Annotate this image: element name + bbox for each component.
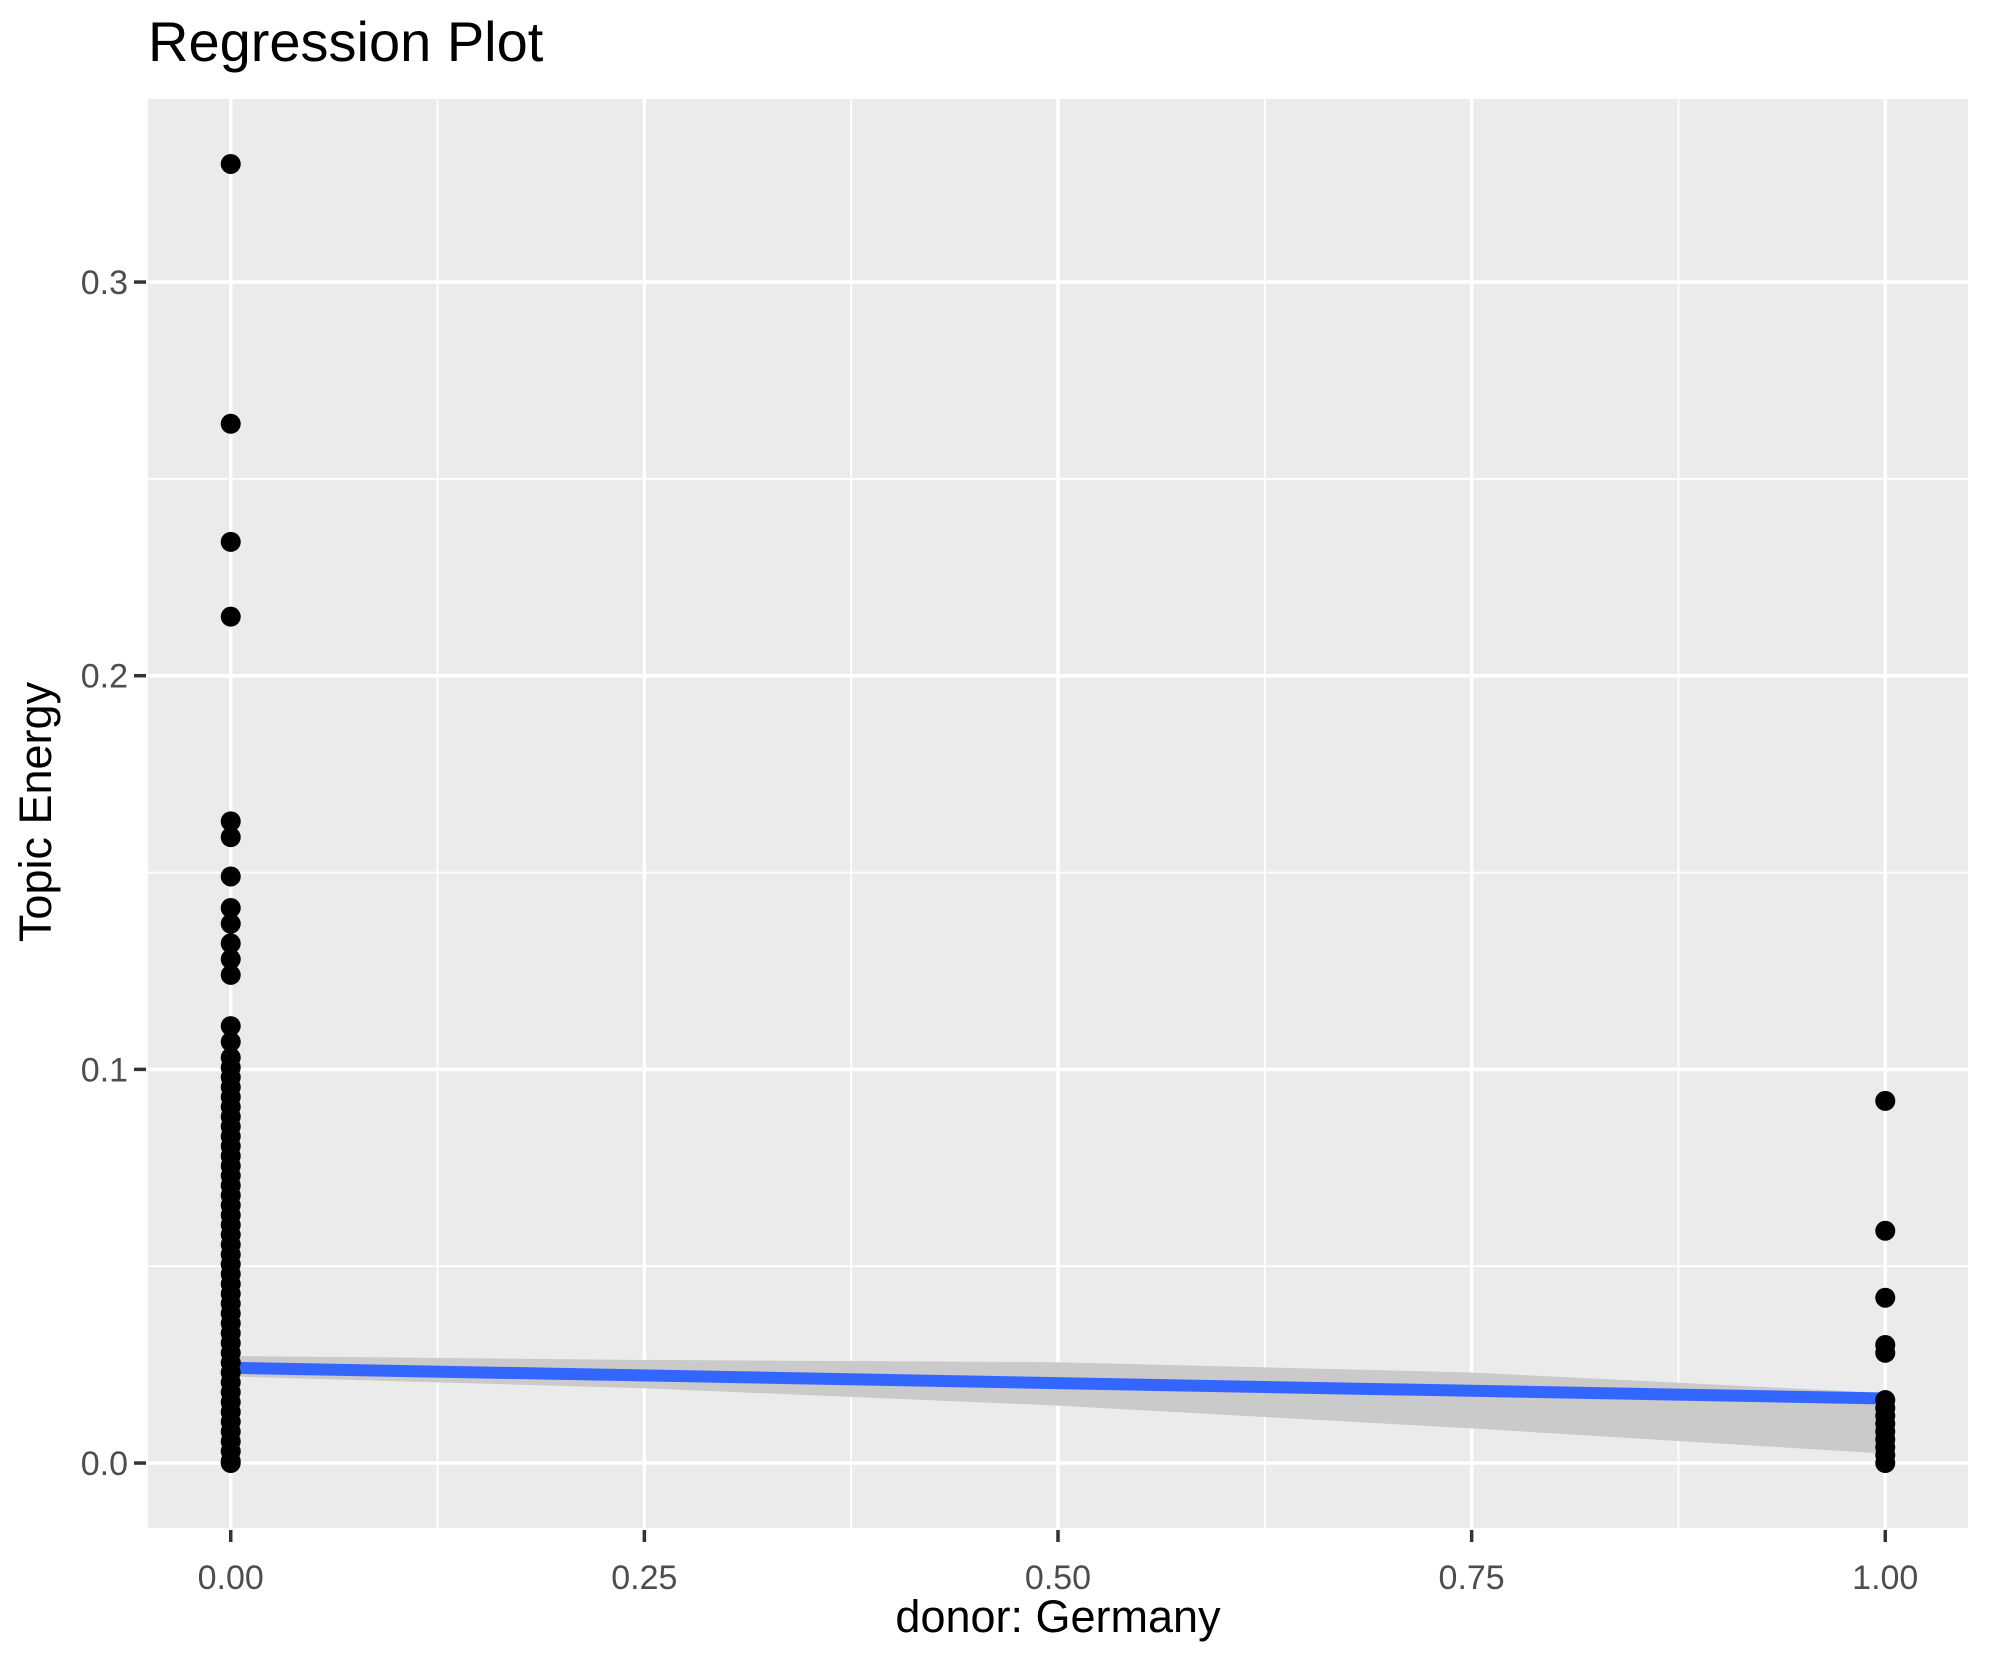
x-tick-label: 1.00 — [1852, 1559, 1918, 1597]
data-point — [220, 606, 241, 627]
x-tick-label: 0.75 — [1439, 1559, 1505, 1597]
x-tick-label: 0.50 — [1025, 1559, 1091, 1597]
data-point — [220, 811, 241, 832]
data-point — [1875, 1453, 1896, 1474]
y-tick-label: 0.3 — [81, 264, 128, 302]
plot-title: Regression Plot — [148, 10, 544, 73]
y-tick-label: 0.0 — [81, 1445, 128, 1483]
data-point — [1875, 1220, 1896, 1241]
data-point — [220, 413, 241, 434]
data-point — [220, 866, 241, 887]
y-tick-label: 0.1 — [81, 1051, 128, 1089]
x-tick-label: 0.25 — [611, 1559, 677, 1597]
data-point — [1875, 1090, 1896, 1111]
data-point — [1875, 1287, 1896, 1308]
y-tick-label: 0.2 — [81, 658, 128, 696]
data-point — [220, 913, 241, 934]
data-point — [220, 1453, 241, 1474]
data-point — [1875, 1342, 1896, 1363]
x-axis-title: donor: Germany — [895, 1591, 1221, 1642]
x-tick-label: 0.00 — [198, 1559, 264, 1597]
data-point — [220, 827, 241, 848]
data-point — [220, 897, 241, 918]
data-point — [220, 933, 241, 954]
data-point — [220, 964, 241, 985]
y-axis-title: Topic Energy — [10, 681, 61, 943]
data-point — [220, 531, 241, 552]
data-point — [220, 949, 241, 970]
data-point — [220, 1016, 241, 1037]
data-point — [220, 153, 241, 174]
data-point — [220, 1031, 241, 1052]
regression-line — [230, 1361, 1886, 1405]
